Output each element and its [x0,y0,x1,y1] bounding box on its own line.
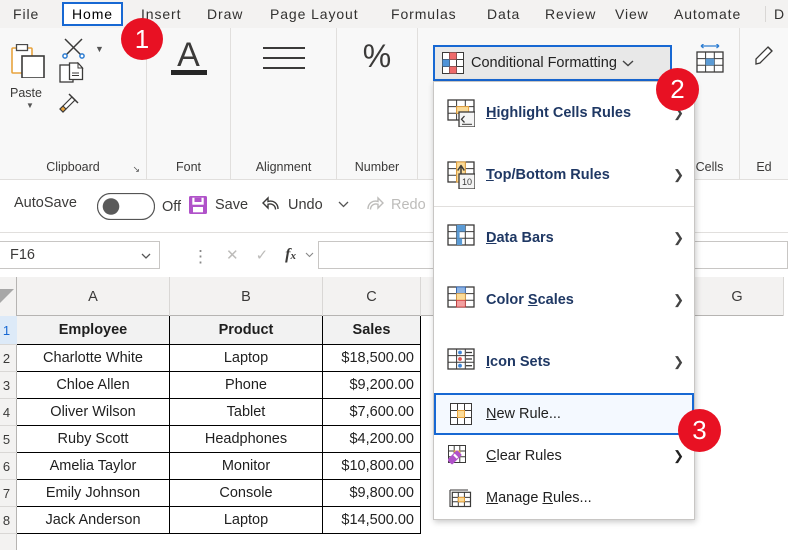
svg-text:10: 10 [462,177,472,187]
